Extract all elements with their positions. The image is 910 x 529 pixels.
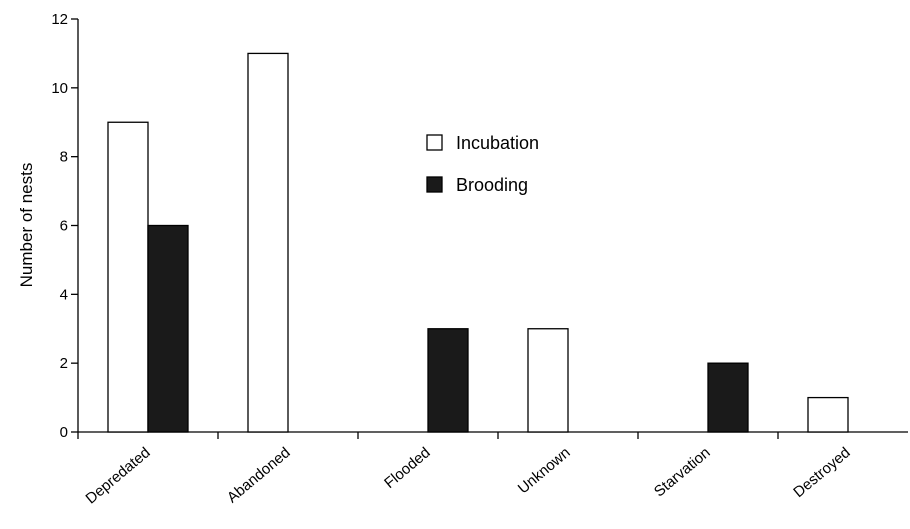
bar-brooding-starvation: [707, 362, 749, 433]
legend: Incubation Brooding: [426, 133, 539, 195]
y-tick-label: 12: [51, 11, 68, 28]
bar-incubation-unknown: [527, 328, 569, 433]
category-label-flooded: Flooded: [381, 444, 433, 492]
bar-incubation-depredated: [107, 121, 149, 433]
y-tick-label: 10: [51, 80, 68, 97]
y-tick-label: 8: [60, 149, 68, 166]
y-axis-title: Number of nests: [17, 163, 36, 288]
legend-swatch-incubation: [426, 134, 443, 151]
bar-brooding-flooded: [427, 328, 469, 433]
bar-incubation-destroyed: [807, 396, 849, 433]
category-label-abandoned: Abandoned: [224, 444, 294, 506]
bar-incubation-abandoned: [247, 52, 289, 433]
category-labels: Depredated Abandoned Flooded Unknown Starvat…: [83, 444, 854, 507]
y-tick-label: 0: [60, 424, 68, 441]
category-label-unknown: Unknown: [515, 444, 574, 497]
legend-label-brooding: Brooding: [456, 175, 528, 195]
y-tick-label: 6: [60, 218, 68, 235]
legend-swatch-brooding: [426, 176, 443, 193]
y-tick-label: 4: [60, 286, 68, 303]
category-label-destroyed: Destroyed: [790, 444, 853, 501]
y-ticks: 0 2 4 6 8 10 12: [51, 11, 78, 441]
bar-brooding-depredated: [147, 224, 189, 433]
y-tick-label: 2: [60, 355, 68, 372]
legend-label-incubation: Incubation: [456, 133, 539, 153]
category-label-starvation: Starvation: [651, 444, 714, 500]
axes: [77, 19, 908, 433]
category-label-depredated: Depredated: [83, 444, 154, 507]
bars: [107, 52, 849, 433]
x-ticks: [77, 432, 779, 439]
